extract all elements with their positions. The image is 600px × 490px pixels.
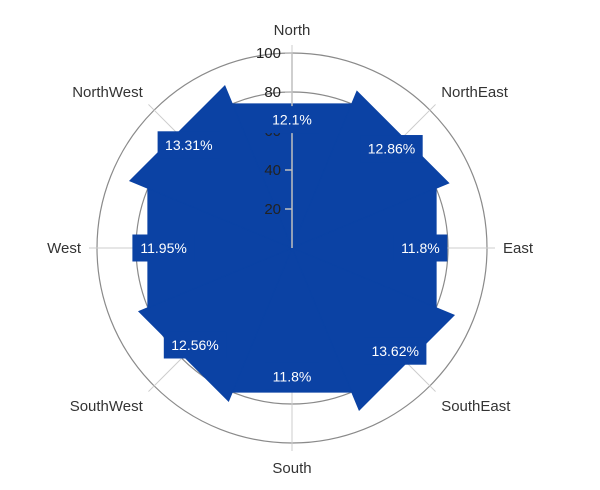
data-label-text: 11.8% bbox=[273, 368, 312, 384]
data-label-box bbox=[393, 234, 448, 262]
data-label-north: 12.1% bbox=[265, 106, 319, 134]
radial-tick-label-100: 100 bbox=[256, 45, 281, 62]
category-label-south: South bbox=[272, 460, 311, 477]
data-label-box bbox=[265, 362, 319, 390]
data-label-northwest: 13.31% bbox=[157, 131, 220, 159]
data-label-south: 11.8% bbox=[265, 362, 319, 390]
category-label-northeast: NorthEast bbox=[441, 84, 509, 101]
category-label-northwest: NorthWest bbox=[72, 84, 143, 101]
category-label-west: West bbox=[47, 240, 82, 257]
data-label-southwest: 12.56% bbox=[163, 331, 227, 359]
data-label-west: 11.95% bbox=[132, 234, 195, 262]
radial-tick-label-40: 40 bbox=[264, 162, 281, 179]
data-label-east: 11.8% bbox=[393, 234, 448, 262]
category-label-east: East bbox=[503, 240, 534, 257]
data-label-text: 11.8% bbox=[401, 240, 440, 256]
data-labels: 12.1% 12.86% 11.8% 13.62% 11.8% 12.56% 11.95% 1… bbox=[132, 106, 448, 390]
data-label-box bbox=[360, 135, 423, 163]
data-label-text: 13.31% bbox=[165, 137, 212, 153]
category-label-southeast: SouthEast bbox=[441, 398, 511, 415]
data-label-text: 13.62% bbox=[371, 343, 418, 359]
data-label-text: 11.95% bbox=[140, 240, 186, 256]
category-labels: North NorthEast East SouthEast South SouthWes… bbox=[47, 22, 534, 477]
data-label-box bbox=[265, 106, 319, 134]
data-label-box bbox=[364, 337, 427, 365]
category-label-southwest: SouthWest bbox=[70, 398, 144, 415]
data-label-box bbox=[132, 234, 195, 262]
data-label-text: 12.86% bbox=[368, 141, 415, 157]
radial-tick-label-80: 80 bbox=[264, 84, 281, 101]
data-label-northeast: 12.86% bbox=[360, 135, 423, 163]
category-label-north: North bbox=[274, 22, 311, 39]
data-label-text: 12.1% bbox=[272, 112, 312, 128]
data-label-southeast: 13.62% bbox=[364, 337, 427, 365]
radial-tick-label-20: 20 bbox=[264, 201, 281, 218]
data-label-box bbox=[157, 131, 220, 159]
radial-axis: 20406080100 bbox=[256, 45, 293, 248]
data-label-text: 12.56% bbox=[171, 337, 218, 353]
data-label-box bbox=[163, 331, 227, 359]
